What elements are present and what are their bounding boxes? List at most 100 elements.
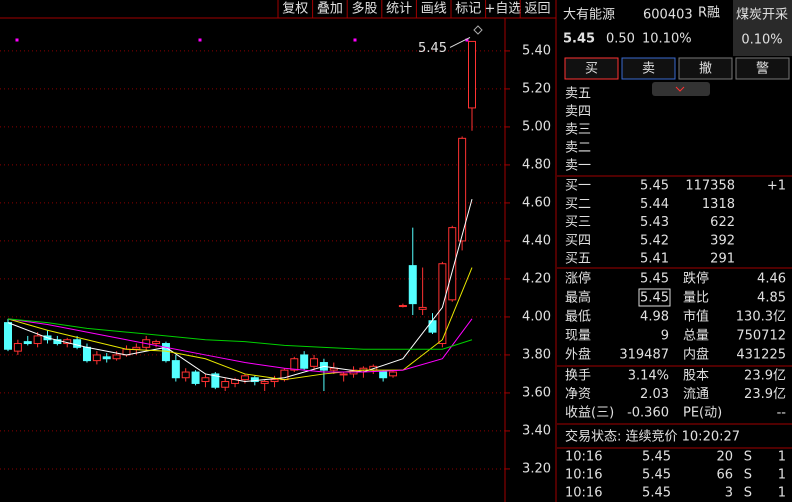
tick-count: 1 <box>778 450 786 465</box>
tick-side: S <box>744 468 752 483</box>
candle-body <box>428 320 437 333</box>
candle-body <box>171 360 180 379</box>
sector-name: 煤炭开采 <box>736 8 788 23</box>
tick-side: S <box>744 450 752 465</box>
candle-body <box>82 346 91 362</box>
bid-volume: 392 <box>710 233 735 248</box>
candle-body <box>132 346 141 350</box>
candle-body <box>102 356 111 360</box>
candle-body <box>300 354 309 369</box>
toolbar-button[interactable]: 统计 <box>386 2 412 17</box>
trade-button-label: 警 <box>756 61 769 77</box>
toolbar-button[interactable]: 标记 <box>455 2 481 17</box>
stat-label: 换手 <box>565 369 591 384</box>
toolbar-button[interactable]: 复权 <box>282 1 308 17</box>
toolbar-button[interactable]: 画线 <box>421 2 447 17</box>
candle-body <box>418 306 427 310</box>
bid-volume: 117358 <box>685 179 735 194</box>
y-tick-label: 4.00 <box>522 309 551 324</box>
candle-body <box>152 341 161 345</box>
trade-button[interactable] <box>621 57 676 80</box>
stat-value: 23.9亿 <box>744 369 786 384</box>
toolbar-button[interactable]: +自选 <box>484 2 521 17</box>
stat-label: 流通 <box>683 387 709 402</box>
collapse-tab[interactable] <box>652 82 710 96</box>
y-tick-label: 5.00 <box>522 119 551 134</box>
price-change-pct: 10.10% <box>642 32 692 47</box>
stat-label: 现量 <box>565 329 591 344</box>
stat-value: 4.85 <box>757 291 786 306</box>
annotation-arrow <box>449 36 471 48</box>
candle-body <box>191 371 200 384</box>
stat-label: 市值 <box>683 309 709 325</box>
candle-body <box>13 343 22 352</box>
candle-body <box>112 354 121 360</box>
highlight-box <box>638 288 671 307</box>
stat-label: 外盘 <box>565 347 591 363</box>
ask-label: 卖一 <box>565 159 591 174</box>
stat-value: 750712 <box>736 329 786 344</box>
candle-body <box>4 322 12 350</box>
bid-label: 买三 <box>565 215 591 230</box>
candle-body <box>398 305 407 308</box>
bid-price: 5.43 <box>640 215 669 230</box>
toolbar-button[interactable]: 叠加 <box>317 2 343 17</box>
toolbar-button[interactable]: 返回 <box>524 2 550 17</box>
ask-label: 卖二 <box>565 141 591 156</box>
stat-value: 5.45 <box>640 272 669 287</box>
stat-label: 内盘 <box>683 347 709 363</box>
bid-label: 买二 <box>565 197 591 212</box>
y-tick-label: 3.40 <box>522 423 551 438</box>
stock-code: 600403 <box>643 8 693 23</box>
tick-time: 10:16 <box>565 486 602 501</box>
bid-label: 买一 <box>565 179 591 194</box>
trade-button[interactable] <box>564 57 619 80</box>
ask-label: 卖四 <box>565 105 591 120</box>
marker-dot <box>353 38 357 42</box>
candle-body <box>73 339 82 348</box>
bid-label: 买五 <box>565 252 591 267</box>
bid-volume: 291 <box>710 252 735 267</box>
chevron <box>675 86 685 92</box>
candle-body <box>250 377 259 383</box>
tick-volume: 66 <box>716 468 733 483</box>
stat-label: 收益(三) <box>565 406 614 421</box>
bid-volume: 1318 <box>702 197 735 212</box>
candle-body <box>201 377 210 383</box>
sector-change: 0.10% <box>741 33 782 48</box>
y-tick-label: 4.20 <box>522 271 551 286</box>
bid-price: 5.45 <box>640 179 669 194</box>
stat-value: -0.360 <box>627 406 669 421</box>
candle-body <box>310 358 319 367</box>
y-tick-label: 4.60 <box>522 195 551 210</box>
marker-dot <box>15 38 19 42</box>
bid-change: +1 <box>767 179 786 194</box>
y-tick-label: 4.40 <box>522 233 551 248</box>
tick-count: 1 <box>778 468 786 483</box>
moving-average <box>7 318 473 350</box>
margin-tag: R融 <box>698 6 720 21</box>
stat-value: 4.98 <box>640 310 669 325</box>
ask-label: 卖三 <box>565 123 591 138</box>
y-tick-label: 4.80 <box>522 157 551 172</box>
candle-body <box>181 371 190 379</box>
candle-body <box>438 263 447 345</box>
stat-value: 2.03 <box>640 387 669 402</box>
stat-value: 3.14% <box>628 369 669 384</box>
price-change: 0.50 <box>606 32 635 47</box>
tick-time: 10:16 <box>565 468 602 483</box>
trade-button-label: 卖 <box>642 62 655 77</box>
ask-label: 卖五 <box>565 87 591 102</box>
candle-body <box>458 137 467 242</box>
toolbar-button[interactable]: 多股 <box>351 1 377 17</box>
trade-button[interactable] <box>735 57 790 80</box>
candle-body <box>92 354 101 362</box>
trade-button[interactable] <box>678 57 733 80</box>
diamond-icon <box>473 25 483 35</box>
candle-body <box>260 381 269 384</box>
tick-count: 1 <box>778 486 786 501</box>
y-tick-label: 3.80 <box>522 347 551 362</box>
candle-body <box>240 375 249 381</box>
bid-price: 5.42 <box>640 233 669 248</box>
